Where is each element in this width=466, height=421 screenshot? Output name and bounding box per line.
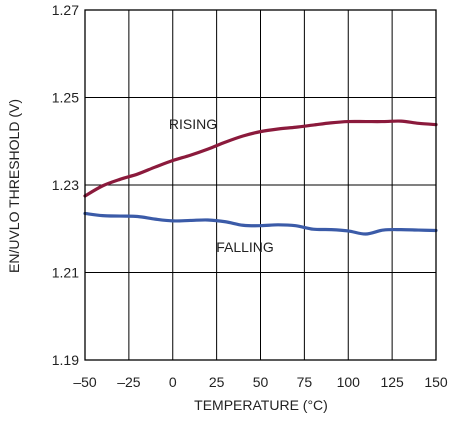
series-label-rising: RISING bbox=[169, 116, 217, 132]
x-tick-label: 0 bbox=[169, 374, 177, 390]
y-axis-ticks: 1.19 1.21 1.23 1.25 1.27 bbox=[52, 2, 79, 368]
y-tick-label: 1.27 bbox=[52, 2, 79, 18]
series-line-rising bbox=[83, 119, 438, 198]
y-tick-label: 1.21 bbox=[52, 265, 79, 281]
x-tick-label: 50 bbox=[253, 374, 269, 390]
x-tick-label: –25 bbox=[117, 374, 141, 390]
x-axis-ticks: –50 –25 0 25 50 75 100 125 150 bbox=[73, 374, 448, 390]
y-tick-label: 1.23 bbox=[52, 177, 79, 193]
x-tick-label: 75 bbox=[297, 374, 313, 390]
plot-frame bbox=[84, 9, 437, 361]
y-axis-label: EN/UVLO THRESHOLD (V) bbox=[6, 99, 22, 273]
x-axis-label: TEMPERATURE (°C) bbox=[194, 397, 328, 413]
x-tick-label: 100 bbox=[337, 374, 361, 390]
x-tick-label: –50 bbox=[73, 374, 97, 390]
x-tick-label: 150 bbox=[424, 374, 448, 390]
grid bbox=[85, 10, 436, 360]
x-tick-label: 25 bbox=[209, 374, 225, 390]
y-tick-label: 1.25 bbox=[52, 90, 79, 106]
x-tick-label: 125 bbox=[380, 374, 404, 390]
series-lines bbox=[83, 119, 438, 236]
series-line-falling bbox=[83, 211, 438, 236]
series-label-falling: FALLING bbox=[216, 239, 274, 255]
y-tick-label: 1.19 bbox=[52, 352, 79, 368]
